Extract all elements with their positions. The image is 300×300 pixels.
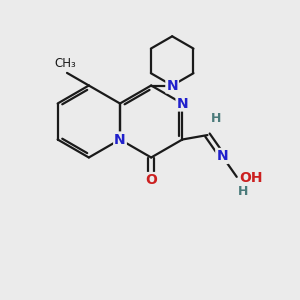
Text: OH: OH <box>240 171 263 185</box>
Text: N: N <box>176 97 188 110</box>
Text: N: N <box>114 133 126 146</box>
Text: H: H <box>238 185 248 198</box>
Text: O: O <box>145 173 157 187</box>
Text: N: N <box>216 149 228 163</box>
Text: H: H <box>211 112 222 124</box>
Text: N: N <box>167 79 178 92</box>
Text: CH₃: CH₃ <box>55 57 76 70</box>
